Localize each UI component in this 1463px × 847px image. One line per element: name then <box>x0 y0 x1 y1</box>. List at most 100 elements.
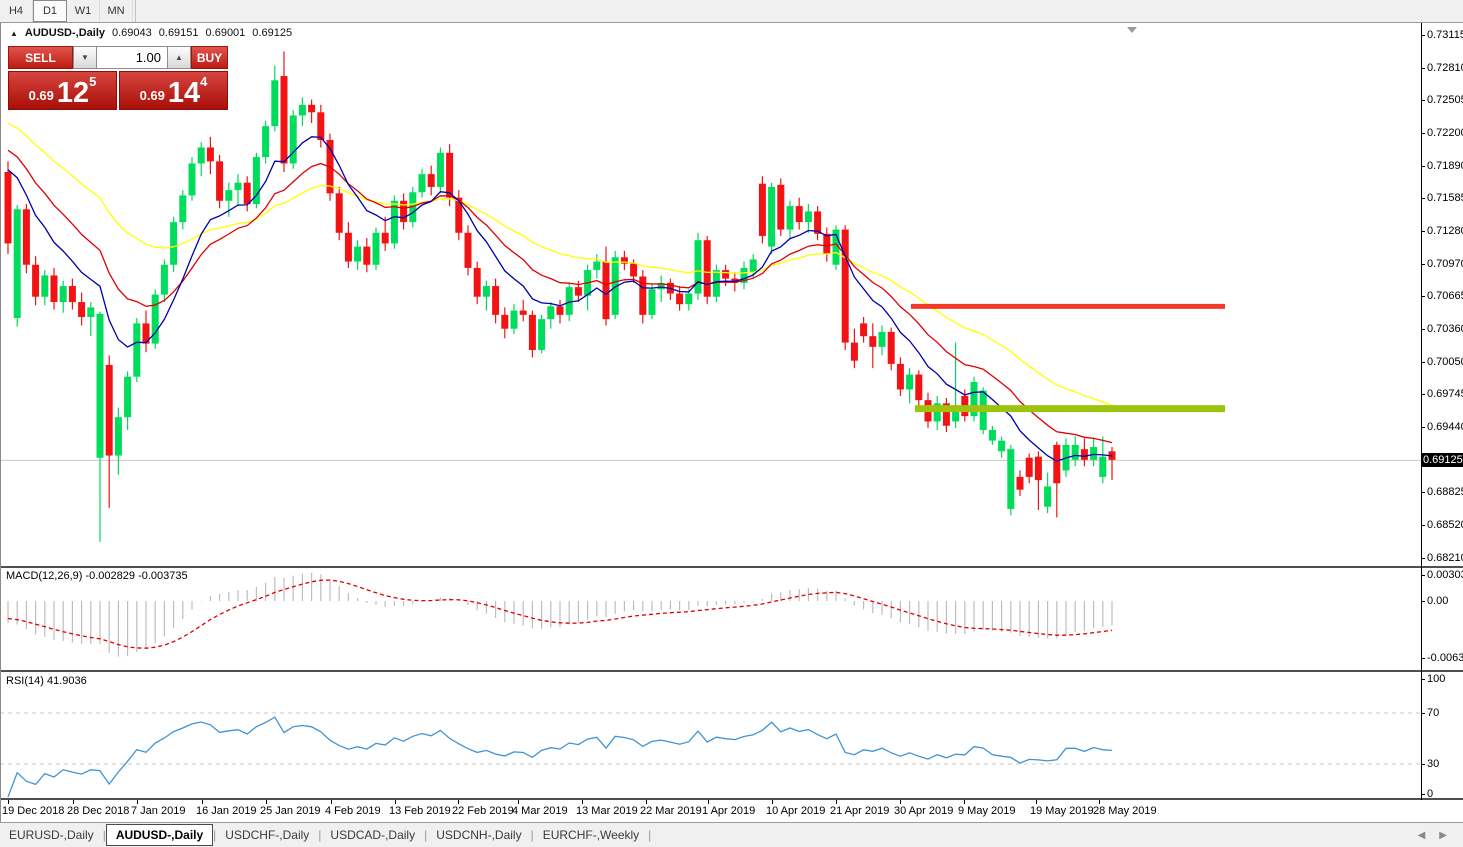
rsi-indicator-label: RSI(14) 41.9036 <box>6 675 87 687</box>
candle-body <box>933 403 941 422</box>
candle-body <box>197 147 205 164</box>
sell-price-big: 12 <box>56 77 90 109</box>
candle-body <box>850 342 858 361</box>
main-macd-separator[interactable] <box>0 566 1463 568</box>
buy-price-big: 14 <box>167 77 201 109</box>
candle-body <box>841 229 849 343</box>
sell-price-box[interactable]: 0.69 12 5 <box>8 71 117 110</box>
date-axis-label[interactable]: 16 Jan 2019 <box>196 805 257 817</box>
date-axis-label[interactable]: 13 Feb 2019 <box>389 805 451 817</box>
price-axis-tick <box>1421 67 1425 69</box>
candle-body <box>96 313 104 458</box>
toolbar-separator <box>135 0 136 22</box>
candle-body <box>262 126 270 158</box>
date-axis-label[interactable]: 30 Apr 2019 <box>894 805 954 817</box>
date-axis-tick <box>202 800 203 804</box>
timeframe-button-d1[interactable]: D1 <box>33 0 67 22</box>
ma-fast-blue <box>7 136 1113 462</box>
date-axis-tick <box>266 800 267 804</box>
candle-body <box>271 80 279 127</box>
candle-body <box>335 193 343 233</box>
date-axis-tick <box>518 800 519 804</box>
candle-body <box>1007 449 1015 509</box>
chart-tab-usdcnh[interactable]: USDCNH-,Daily <box>436 828 522 842</box>
tab-separator: | <box>213 828 217 842</box>
date-axis-label[interactable]: 19 Dec 2018 <box>2 805 65 817</box>
candle-body <box>243 182 251 204</box>
indicator-axis-label: 100 <box>1427 673 1446 685</box>
candle-body <box>390 200 398 244</box>
collapse-triangle-icon[interactable]: ▲ <box>10 28 18 38</box>
ohlc-high: 0.69151 <box>158 27 199 39</box>
chart-shift-marker-icon[interactable] <box>1127 27 1137 33</box>
date-axis-label[interactable]: 19 May 2019 <box>1030 805 1094 817</box>
candle-body <box>786 206 794 230</box>
tabs-scroll-left-icon[interactable]: ◀ <box>1417 829 1426 841</box>
date-axis-label[interactable]: 4 Mar 2019 <box>512 805 568 817</box>
buy-price-box[interactable]: 0.69 14 4 <box>119 71 228 110</box>
date-axis-label[interactable]: 21 Apr 2019 <box>830 805 890 817</box>
indicator-axis-label: 30 <box>1427 758 1440 770</box>
candle-body <box>105 364 113 456</box>
macd-rsi-separator[interactable] <box>0 670 1463 672</box>
candle-body <box>133 323 141 377</box>
date-axis-label[interactable]: 22 Mar 2019 <box>640 805 702 817</box>
candle-body <box>988 429 996 441</box>
candle-body <box>749 259 757 273</box>
timeframe-button-w1[interactable]: W1 <box>67 0 100 22</box>
candle-body <box>252 157 260 204</box>
candle-body <box>234 182 242 191</box>
date-axis-label[interactable]: 25 Jan 2019 <box>260 805 321 817</box>
volume-up-button[interactable]: ▲ <box>167 46 191 69</box>
sell-button[interactable]: SELL <box>8 46 73 69</box>
candle-body <box>59 286 67 303</box>
date-axis-label[interactable]: 1 Apr 2019 <box>702 805 756 817</box>
indicator-axis-tick <box>1421 679 1425 680</box>
candle-body <box>206 147 214 162</box>
date-axis-label[interactable]: 9 May 2019 <box>958 805 1016 817</box>
macd-indicator-label: MACD(12,26,9) -0.002829 -0.003735 <box>6 570 188 582</box>
candle-body <box>1099 456 1107 477</box>
volume-down-button[interactable]: ▼ <box>73 46 97 69</box>
chart-tab-audusd[interactable]: AUDUSD-,Daily <box>105 824 214 846</box>
sell-price-sup: 5 <box>89 74 97 89</box>
price-axis-tick <box>1421 100 1425 102</box>
chart-tab-usdcad[interactable]: USDCAD-,Daily <box>330 828 416 842</box>
price-axis-label: 0.73115 <box>1427 29 1463 41</box>
candle-body <box>1080 449 1088 460</box>
tab-separator: | <box>102 828 106 842</box>
date-axis-label[interactable]: 28 Dec 2018 <box>67 805 130 817</box>
date-axis-label[interactable]: 7 Jan 2019 <box>131 805 186 817</box>
candle-body <box>280 76 288 164</box>
date-axis-tick <box>458 800 459 804</box>
date-axis-label[interactable]: 4 Feb 2019 <box>325 805 381 817</box>
candle-body <box>795 206 803 223</box>
candle-body <box>740 267 748 283</box>
date-axis-tick <box>646 800 647 804</box>
timeframe-button-mn[interactable]: MN <box>100 0 133 22</box>
price-axis-line <box>1421 23 1422 800</box>
date-axis-label[interactable]: 10 Apr 2019 <box>766 805 826 817</box>
candle-body <box>1034 456 1042 481</box>
chart-tab-eurchf[interactable]: EURCHF-,Weekly <box>542 828 640 842</box>
volume-input[interactable]: 1.00 <box>97 46 167 69</box>
timeframe-button-h4[interactable]: H4 <box>0 0 33 22</box>
buy-button[interactable]: BUY <box>191 46 228 69</box>
candle-body <box>639 276 647 315</box>
date-axis-tick <box>900 800 901 804</box>
candle-body <box>32 264 40 297</box>
candle-body <box>1025 457 1033 477</box>
chart-tab-eurusd[interactable]: EURUSD-,Daily <box>9 828 94 842</box>
date-axis-label[interactable]: 13 Mar 2019 <box>576 805 638 817</box>
date-axis-tick <box>964 800 965 804</box>
date-axis-label[interactable]: 22 Feb 2019 <box>452 805 514 817</box>
chart-tab-usdchf[interactable]: USDCHF-,Daily <box>225 828 310 842</box>
timeframe-toolbar: H4 D1 W1 MN <box>0 0 1463 23</box>
candle-body <box>381 232 389 244</box>
candle-body <box>998 440 1006 452</box>
tabs-scroll-right-icon[interactable]: ▶ <box>1439 829 1447 841</box>
candle-body <box>694 240 702 294</box>
date-axis-label[interactable]: 28 May 2019 <box>1093 805 1157 817</box>
candle-body <box>170 222 178 265</box>
